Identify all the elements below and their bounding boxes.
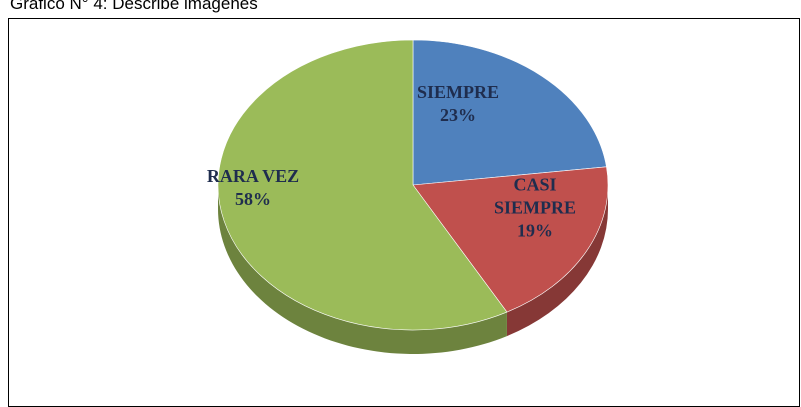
slice-label: RARA VEZ 58% xyxy=(193,165,313,211)
pie-slice xyxy=(412,39,607,186)
value-label: 58% xyxy=(235,189,271,209)
slice-label: SIEMPRE 23% xyxy=(403,81,513,127)
chart-title: Gráfico N° 4: Describe imágenes xyxy=(10,0,258,13)
slice-side xyxy=(506,185,608,337)
value-label: 19% xyxy=(517,220,553,241)
slice-side xyxy=(218,185,507,354)
category-label: RARA VEZ xyxy=(206,166,300,186)
pie-slice xyxy=(412,166,609,313)
category-label: SIEMPRE xyxy=(416,82,499,102)
pie-slice xyxy=(217,39,508,331)
value-label: 23% xyxy=(440,105,476,125)
category-label: CASI SIEMPRE xyxy=(493,174,576,218)
slice-label: CASI SIEMPRE 19% xyxy=(490,174,580,243)
